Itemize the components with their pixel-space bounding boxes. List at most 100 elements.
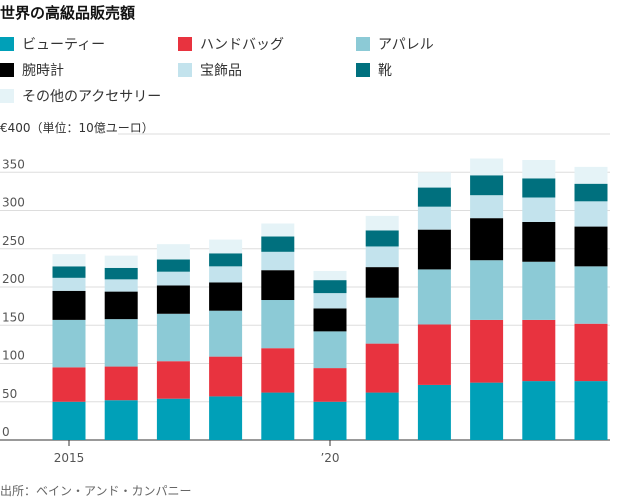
bar-segment xyxy=(261,348,295,393)
bar-segment xyxy=(417,324,451,385)
legend-item: 腕時計 xyxy=(0,60,64,80)
bar-segment xyxy=(104,267,138,280)
bar-segment xyxy=(365,343,399,393)
bar-segment xyxy=(313,401,347,440)
y-axis-unit-label: €400（単位：10億ユーロ） xyxy=(0,120,154,135)
source-note: 出所：ベイン・アンド・カンパニー xyxy=(0,484,192,498)
bar-segment xyxy=(52,367,86,402)
bar-segment xyxy=(261,270,295,301)
legend-swatch xyxy=(0,37,14,51)
bar-segment xyxy=(104,279,138,292)
bar-segment xyxy=(52,401,86,440)
bar-segment xyxy=(417,384,451,440)
legend-label: 靴 xyxy=(378,63,392,79)
bar-segment xyxy=(209,253,243,267)
bar-segment xyxy=(470,218,504,261)
bar-segment xyxy=(417,229,451,270)
bar-segment xyxy=(261,300,295,349)
bar-segment xyxy=(522,221,556,262)
chart-plot: €400（単位：10億ユーロ） 0 50 100 150 200 250 300 350 2015… xyxy=(0,120,610,465)
bar-segment xyxy=(365,215,399,231)
bar-segment xyxy=(522,261,556,320)
bar-segment xyxy=(313,308,347,332)
legend-item: ハンドバッグ xyxy=(178,34,284,54)
y-tick-label: 200 xyxy=(2,272,25,286)
bar-segment xyxy=(574,226,608,267)
bar-segment xyxy=(156,259,190,272)
bar-segment xyxy=(156,285,190,314)
bar-segment xyxy=(365,246,399,268)
legend-swatch xyxy=(0,63,14,77)
bar-segment xyxy=(156,313,190,362)
bar-segment xyxy=(156,361,190,399)
y-tick-label: 100 xyxy=(2,349,25,363)
legend-swatch xyxy=(356,63,370,77)
bar-segment xyxy=(261,251,295,271)
legend-swatch xyxy=(356,37,370,51)
bar-segment xyxy=(313,293,347,309)
legend-item: 靴 xyxy=(356,60,392,80)
bar-segment xyxy=(261,236,295,252)
bar-segment xyxy=(574,381,608,440)
bar-segment xyxy=(313,368,347,402)
chart-title: 世界の高級品販売額 xyxy=(0,4,136,22)
legend: ビューティー ハンドバッグ アパレル腕時計 宝飾品 靴その他のアクセサリー xyxy=(0,34,620,110)
bar-segment xyxy=(365,230,399,247)
legend-label: 腕時計 xyxy=(22,63,64,79)
legend-swatch xyxy=(0,89,14,103)
bar-segment xyxy=(574,266,608,324)
bar-segment xyxy=(522,160,556,179)
legend-label: アパレル xyxy=(378,37,434,53)
y-tick-label: 350 xyxy=(2,157,25,171)
legend-swatch xyxy=(178,37,192,51)
bar-segment xyxy=(209,356,243,397)
bar-segment xyxy=(574,201,608,227)
bar-segment xyxy=(209,310,243,357)
bar-segment xyxy=(365,392,399,440)
bar-segment xyxy=(209,282,243,311)
y-tick-label: 50 xyxy=(2,387,17,401)
bar-segment xyxy=(574,183,608,202)
bar-segment xyxy=(104,366,138,401)
bar-segment xyxy=(470,382,504,440)
bar-segment xyxy=(470,175,504,196)
y-tick-label: 300 xyxy=(2,196,25,210)
bar-segment xyxy=(417,172,451,188)
bar-segment xyxy=(522,178,556,198)
bar-segment xyxy=(261,223,295,237)
legend-swatch xyxy=(178,63,192,77)
y-tick-label: 150 xyxy=(2,310,25,324)
bar-segment xyxy=(574,166,608,184)
legend-label: その他のアクセサリー xyxy=(22,89,162,105)
bar-segment xyxy=(417,206,451,230)
legend-item: アパレル xyxy=(356,34,434,54)
bar-segment xyxy=(574,323,608,382)
bar-segment xyxy=(52,290,86,320)
legend-label: ビューティー xyxy=(22,37,106,53)
bar-segment xyxy=(104,255,138,268)
bar-segment xyxy=(52,277,86,291)
bar-segment xyxy=(261,392,295,440)
bar-segment xyxy=(104,291,138,320)
bar-segment xyxy=(104,400,138,440)
bar-segment xyxy=(156,271,190,286)
legend-label: 宝飾品 xyxy=(200,63,242,79)
bar-segment xyxy=(417,269,451,325)
bar-segment xyxy=(156,244,190,260)
bar-segment xyxy=(470,158,504,176)
bar-segment xyxy=(522,381,556,440)
bar-segment xyxy=(52,319,86,368)
bar-segment xyxy=(470,319,504,383)
legend-item: その他のアクセサリー xyxy=(0,86,161,106)
bar-segment xyxy=(313,331,347,369)
bar-segment xyxy=(365,297,399,344)
y-tick-label: 250 xyxy=(2,234,25,248)
bar-segment xyxy=(156,398,190,440)
bar-segment xyxy=(417,187,451,207)
bar-segment xyxy=(52,254,86,267)
bar-segment xyxy=(522,197,556,222)
bar-segment xyxy=(52,266,86,278)
y-tick-label: 0 xyxy=(2,425,10,439)
legend-item: ビューティー xyxy=(0,34,105,54)
x-tick-label: 2015 xyxy=(54,451,85,465)
